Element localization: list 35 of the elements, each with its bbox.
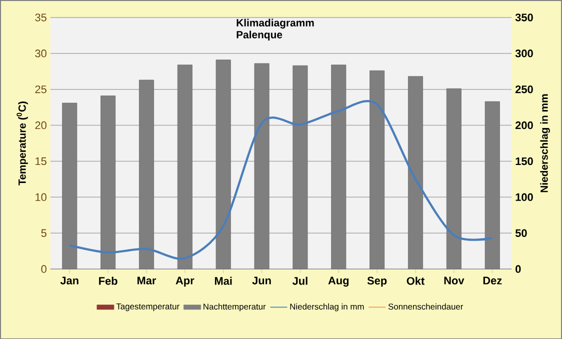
y2-tick-label: 0 — [516, 264, 521, 273]
x-tick-label: Dez — [483, 276, 502, 284]
y-axis-title: Temperature ($^{0}$C) — [16, 101, 28, 186]
y2-tick-label: 250 — [515, 85, 533, 94]
y2-tick-label: 100 — [516, 193, 533, 201]
y2-tick-label: 350 — [515, 13, 533, 22]
x-tick-label: Feb — [99, 276, 118, 285]
y2-tick-label: 200 — [515, 121, 533, 129]
legend-label: Tagestemperatur — [116, 303, 180, 311]
x-tick-label: Jul — [292, 276, 308, 285]
text: Klimadiagramm Palenque — [236, 18, 314, 40]
x-tick-label: Mar — [137, 276, 156, 284]
x-tick-label: Mai — [214, 276, 232, 285]
y-tick-label: 10 — [36, 193, 46, 201]
x-tick-label: Apr — [176, 276, 194, 286]
y2-tick-label: 50 — [515, 229, 527, 237]
legend-label: Nachttemperatur — [204, 303, 266, 312]
y2-tick-label: 300 — [515, 49, 533, 58]
y-tick-label: 30 — [35, 49, 46, 58]
y2-tick-label: 150 — [516, 157, 533, 165]
x-tick-label: Okt — [406, 276, 424, 285]
x-tick-label: Sep — [367, 276, 387, 286]
y-tick-label: 20 — [35, 121, 46, 129]
y-tick-label: 5 — [41, 229, 46, 237]
x-tick-label: Jan — [60, 276, 78, 284]
x-tick-label: Nov — [444, 276, 464, 284]
x-tick-label: Aug — [328, 276, 349, 286]
y-tick-label: 35 — [35, 13, 46, 22]
y-tick-label: 25 — [35, 85, 46, 94]
y2-axis-title: Niederschlag in mm — [540, 94, 550, 192]
y-tick-label: 15 — [36, 157, 46, 165]
legend-label: Sonnenscheindauer — [388, 303, 464, 310]
legend-label: Niederschlag in mm — [290, 303, 364, 312]
x-tick-label: Jun — [252, 276, 271, 284]
y-tick-label: 0 — [41, 264, 46, 273]
